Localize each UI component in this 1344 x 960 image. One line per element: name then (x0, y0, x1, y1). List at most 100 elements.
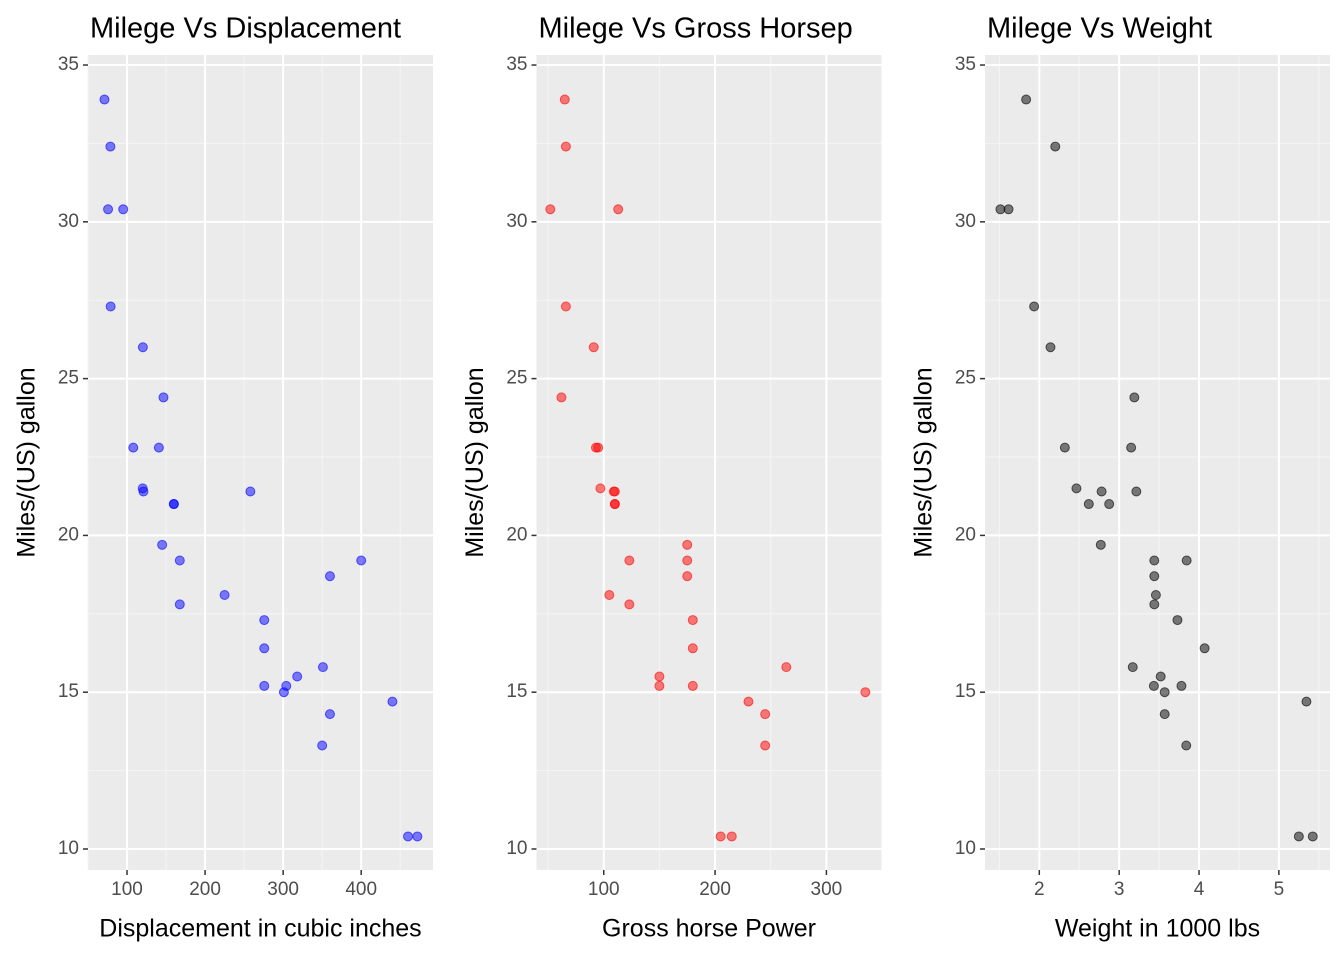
point (1293, 831, 1304, 842)
point (278, 687, 289, 698)
point (105, 141, 116, 152)
point (259, 643, 270, 654)
point (174, 555, 185, 566)
y-tick-label: 20 (58, 524, 79, 545)
point (743, 696, 754, 707)
y-tick-label: 25 (58, 368, 79, 389)
point (604, 589, 615, 600)
point (1181, 740, 1192, 751)
point (593, 442, 604, 453)
point (682, 539, 693, 550)
point (1301, 696, 1312, 707)
y-tick-label: 10 (955, 838, 976, 859)
point (1149, 555, 1160, 566)
point (259, 680, 270, 691)
point (556, 392, 567, 403)
plot-background (88, 55, 433, 870)
point (324, 709, 335, 720)
point (324, 571, 335, 582)
point (153, 442, 164, 453)
point (1149, 571, 1160, 582)
point (860, 687, 871, 698)
point (760, 740, 771, 751)
point (105, 301, 116, 312)
point (137, 342, 148, 353)
point (1148, 680, 1159, 691)
y-tick-label: 10 (58, 838, 79, 859)
plot-background (985, 55, 1330, 870)
point (588, 342, 599, 353)
y-tick-label: 30 (955, 211, 976, 232)
point (1199, 643, 1210, 654)
point (1045, 342, 1056, 353)
x-tick-label: 400 (345, 879, 377, 900)
y-axis-label: Miles/(US) gallon (13, 367, 41, 557)
point (157, 539, 168, 550)
y-tick-label: 20 (955, 524, 976, 545)
x-tick-label: 2 (1034, 879, 1045, 900)
point (1095, 539, 1106, 550)
x-tick-label: 100 (588, 879, 620, 900)
point (595, 483, 606, 494)
point (317, 662, 328, 673)
point (245, 486, 256, 497)
point (1307, 831, 1318, 842)
point (387, 696, 398, 707)
point (687, 643, 698, 654)
y-axis-label: Miles/(US) gallon (461, 367, 489, 557)
x-tick-label: 100 (111, 879, 143, 900)
y-tick-label: 35 (58, 54, 79, 75)
y-tick-label: 30 (58, 211, 79, 232)
point (560, 301, 571, 312)
point (1129, 392, 1140, 403)
point (1083, 499, 1094, 510)
point (118, 204, 129, 215)
point (1172, 615, 1183, 626)
point (174, 599, 185, 610)
point (292, 671, 303, 682)
point (560, 141, 571, 152)
point (1159, 687, 1170, 698)
point (138, 486, 149, 497)
point (403, 831, 414, 842)
point (726, 831, 737, 842)
y-tick-label: 25 (955, 368, 976, 389)
y-tick-label: 25 (506, 368, 527, 389)
x-axis-label: Displacement in cubic inches (99, 915, 421, 943)
point (99, 94, 110, 105)
point (682, 555, 693, 566)
x-tick-label: 200 (189, 879, 221, 900)
point (1149, 599, 1160, 610)
point (128, 442, 139, 453)
point (412, 831, 423, 842)
point (995, 204, 1006, 215)
panel: 10 15 20 25 30 35 100 200 300 Milege Vs Gross Hor… (461, 13, 882, 943)
point (654, 671, 665, 682)
point (158, 392, 169, 403)
point (613, 204, 624, 215)
point (624, 599, 635, 610)
point (1155, 671, 1166, 682)
point (559, 94, 570, 105)
point (609, 499, 620, 510)
x-axis-label: Weight in 1000 lbs (1055, 915, 1260, 943)
chart-title: Milege Vs Gross Horsep (539, 13, 853, 45)
point (654, 680, 665, 691)
point (624, 555, 635, 566)
x-tick-label: 4 (1194, 879, 1205, 900)
y-tick-label: 30 (506, 211, 527, 232)
plot-background (536, 55, 882, 870)
y-tick-label: 15 (58, 681, 79, 702)
point (608, 486, 619, 497)
point (781, 662, 792, 673)
point (760, 709, 771, 720)
x-axis-label: Gross horse Power (602, 915, 816, 943)
panel: 10 15 20 25 30 35 100 200 300 400 Milege Vs Displa… (13, 13, 433, 943)
point (1127, 662, 1138, 673)
point (1126, 442, 1137, 453)
y-tick-label: 35 (506, 54, 527, 75)
chart-title: Milege Vs Weight (987, 13, 1212, 45)
point (1050, 141, 1061, 152)
y-tick-label: 15 (506, 681, 527, 702)
